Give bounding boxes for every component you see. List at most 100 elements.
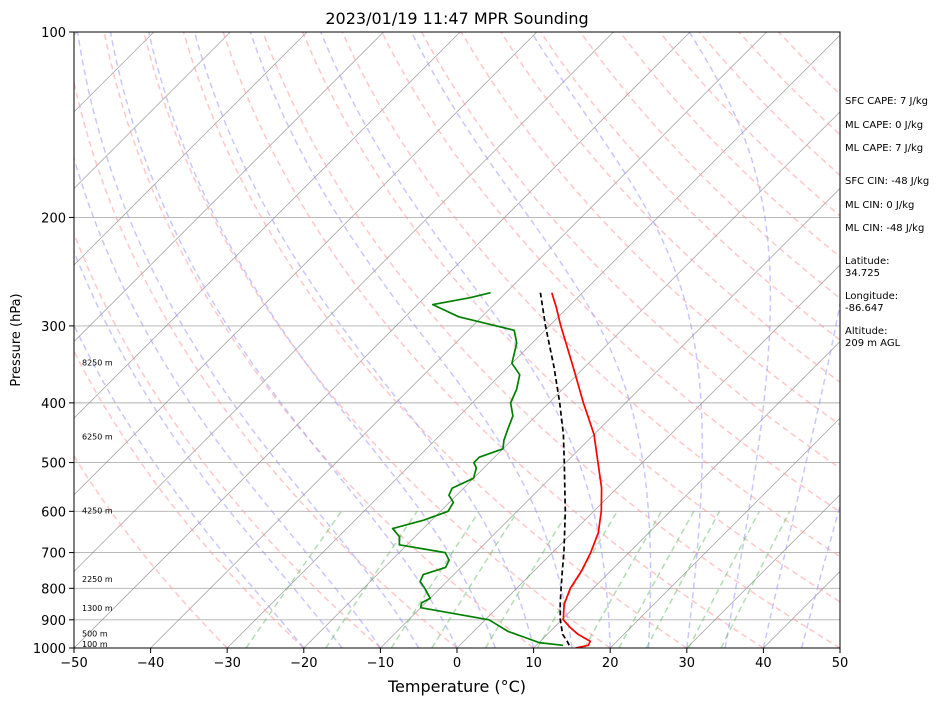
height-label: 1300 m: [82, 604, 113, 613]
x-tick-label: −10: [367, 656, 394, 671]
y-tick-label: 300: [41, 320, 66, 335]
x-tick-label: −30: [213, 656, 240, 671]
moist-adiabat-line: [148, 32, 496, 648]
sounding-info-line: ML CIN: -48 J/kg: [845, 223, 924, 234]
isotherm-line: [74, 32, 538, 496]
sounding-info-line: ML CAPE: 7 J/kg: [845, 143, 923, 154]
isotherm-line: [533, 341, 840, 648]
x-tick-label: −40: [137, 656, 164, 671]
y-tick-label: 1000: [33, 642, 66, 657]
x-tick-label: 50: [832, 656, 849, 671]
isotherm-line: [74, 32, 231, 189]
dry-adiabat-line: [74, 79, 458, 648]
mixing-ratio-line: [390, 510, 480, 648]
moist-adiabat-line: [410, 32, 652, 648]
isotherm-line: [74, 32, 384, 343]
y-axis-ticks: 100 200 300 400 500 600 700 800 900 1000: [33, 26, 74, 657]
x-tick-label: 0: [453, 656, 461, 671]
isotherm-line: [74, 32, 614, 572]
isotherm-line: [226, 34, 840, 648]
parcel-path: [539, 292, 570, 646]
x-tick-label: 40: [755, 656, 772, 671]
isobar-gridlines: [74, 32, 840, 648]
y-tick-label: 200: [41, 211, 66, 226]
height-label: 2250 m: [82, 575, 113, 584]
dewpoint-profile: [391, 291, 564, 647]
height-label: 4250 m: [82, 506, 113, 515]
dry-adiabat-line: [579, 32, 840, 300]
isotherm-line: [74, 32, 308, 266]
sounding-info-line: 209 m AGL: [845, 338, 901, 349]
height-label: 8250 m: [82, 358, 113, 367]
x-tick-label: 30: [679, 656, 696, 671]
sounding-info-line: -86.647: [845, 303, 884, 314]
moist-adiabat-line: [762, 300, 840, 648]
x-axis-label: Temperature (°C): [387, 677, 526, 696]
sounding-info-line: ML CIN: 0 J/kg: [845, 200, 914, 211]
mixing-ratio-line: [431, 510, 519, 648]
moist-adiabat-line: [688, 32, 772, 648]
sounding-info-line: SFC CIN: -48 J/kg: [845, 176, 929, 187]
dry-adiabat-line: [74, 349, 305, 648]
isotherm-line: [609, 417, 840, 648]
y-tick-label: 700: [41, 547, 66, 562]
isotherm-line: [74, 32, 461, 419]
sounding-profiles: [391, 291, 603, 648]
isotherm-line: [150, 32, 767, 648]
moist-adiabat-line: [193, 32, 535, 648]
mixing-ratio-line: [245, 510, 343, 648]
y-tick-label: 100: [41, 26, 66, 41]
moist-adiabat-line: [530, 32, 704, 648]
mixing-ratio-line: [325, 510, 418, 648]
moist-adiabat-line: [76, 32, 420, 648]
sounding-info-line: Latitude:: [845, 256, 890, 267]
isotherm-line: [686, 494, 840, 648]
y-tick-label: 900: [41, 614, 66, 629]
mixing-ratio-line: [688, 510, 761, 648]
y-axis-label: Pressure (hPa): [9, 293, 24, 386]
y-tick-label: 800: [41, 582, 66, 597]
y-tick-label: 600: [41, 505, 66, 520]
dry-adiabat-line: [143, 32, 611, 648]
height-label: 6250 m: [82, 432, 113, 441]
height-label: 100 m: [82, 640, 108, 649]
mixing-ratio-lines: [245, 510, 791, 648]
mixing-ratio-line: [583, 510, 663, 648]
x-tick-label: −50: [60, 656, 87, 671]
mixing-ratio-line: [484, 510, 569, 648]
x-tick-label: −20: [290, 656, 317, 671]
plot-area: 100 m 500 m 1300 m 2250 m 4250 m 6250 m 8250 m: [0, 32, 840, 648]
height-label: 500 m: [82, 629, 108, 638]
moist-adiabat-line: [109, 32, 458, 648]
isotherm-line: [0, 32, 1, 648]
moist-adiabat-line: [320, 32, 611, 648]
moist-adiabat-line: [74, 155, 382, 648]
sounding-info-line: Altitude:: [845, 326, 887, 337]
sounding-info-line: Longitude:: [845, 291, 898, 302]
dry-adiabat-line: [222, 32, 764, 648]
sounding-info-panel: SFC CAPE: 7 J/kg ML CAPE: 0 J/kg ML CAPE: …: [845, 96, 929, 349]
dry-adiabat-lines: [74, 32, 840, 648]
height-labels: 100 m 500 m 1300 m 2250 m 4250 m 6250 m 8250 m: [82, 358, 113, 648]
x-tick-label: 10: [525, 656, 542, 671]
temperature-profile: [550, 292, 603, 648]
moist-adiabat-line: [249, 32, 573, 648]
mixing-ratio-line: [536, 510, 618, 648]
isotherm-line: [303, 111, 840, 648]
mixing-ratio-line: [720, 510, 791, 648]
isotherm-line: [74, 32, 691, 648]
sounding-info-line: 34.725: [845, 268, 880, 279]
isotherm-lines: [0, 32, 840, 648]
moist-adiabat-lines: [74, 32, 840, 648]
isotherm-line: [456, 264, 840, 648]
dry-adiabat-line: [74, 231, 381, 648]
dry-adiabat-line: [103, 32, 535, 648]
plot-frame: [73, 31, 841, 649]
dry-adiabat-line: [182, 32, 688, 648]
moist-adiabat-line: [74, 249, 343, 648]
mixing-ratio-line: [618, 510, 695, 648]
y-tick-label: 500: [41, 457, 66, 472]
x-tick-label: 20: [602, 656, 619, 671]
x-axis-ticks: −50 −40 −30 −20 −10 0 10 20 30 40 50: [60, 648, 848, 671]
